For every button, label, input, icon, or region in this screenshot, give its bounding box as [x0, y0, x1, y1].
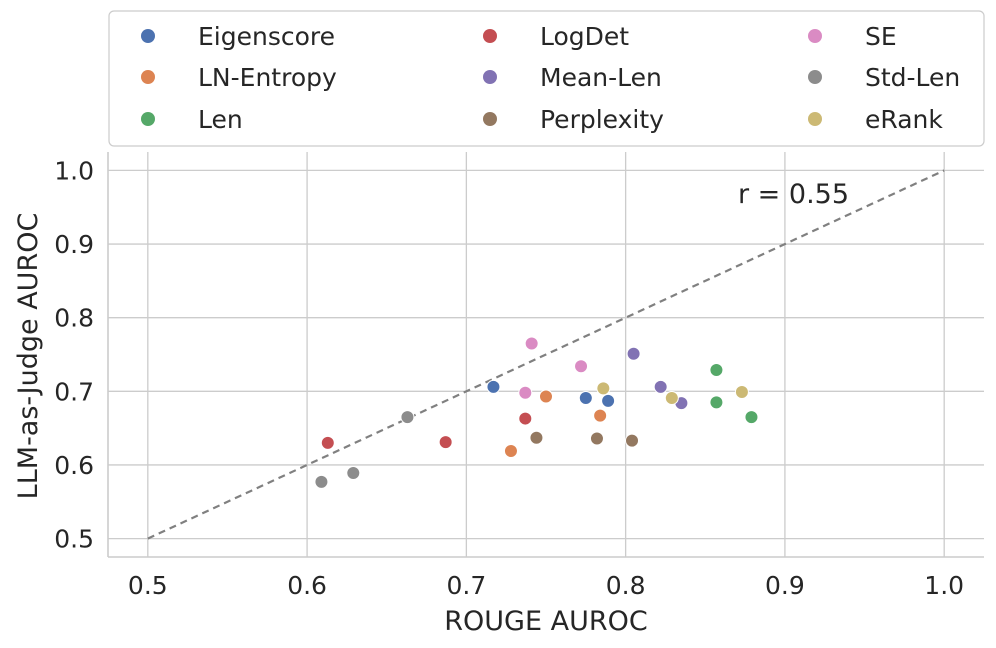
point-ln-entropy [539, 389, 553, 404]
legend-label-se: SE [865, 22, 897, 51]
point-perplexity [625, 433, 640, 448]
legend-frame [108, 10, 985, 147]
x-tick-label: 0.6 [287, 571, 327, 600]
point-eigenscore [578, 390, 593, 405]
y-tick-label: 1.0 [54, 156, 94, 185]
x-tick-label: 0.7 [446, 571, 486, 600]
legend-marker-perplexity [483, 112, 497, 126]
y-tick-label: 0.8 [54, 304, 94, 333]
axes [107, 152, 984, 558]
legend-marker-logdet [483, 29, 497, 43]
y-tick-label: 0.7 [54, 377, 94, 406]
point-std-len [346, 466, 361, 481]
point-perplexity [589, 431, 604, 446]
point-ln-entropy [593, 408, 608, 423]
point-len [709, 395, 724, 410]
point-logdet [438, 435, 453, 450]
legend-label-erank: eRank [865, 105, 943, 134]
x-axis-title: ROUGE AUROC [444, 606, 647, 637]
legend-marker-mean-len [483, 70, 497, 84]
point-mean-len [653, 379, 668, 394]
point-logdet [518, 411, 533, 426]
legend-label-perplexity: Perplexity [540, 105, 664, 134]
point-erank [596, 381, 611, 396]
point-mean-len [626, 346, 641, 361]
point-len [709, 362, 724, 377]
legend-marker-std-len [808, 70, 822, 84]
reference-line [147, 169, 945, 540]
x-tick-label: 1.0 [924, 571, 964, 600]
correlation-annotation: r = 0.55 [738, 179, 849, 210]
x-tick-label: 0.5 [128, 571, 168, 600]
identity-dashed-line [147, 169, 945, 540]
tick-labels: 0.5 0.6 0.7 0.8 0.9 1.0 0.5 0.6 0.7 0.8 0.9 1.0 [54, 156, 964, 600]
legend-label-std-len: Std-Len [865, 63, 960, 92]
legend-label-logdet: LogDet [540, 22, 629, 51]
legend-marker-erank [808, 112, 822, 126]
point-std-len [400, 410, 415, 425]
point-logdet [320, 435, 335, 450]
legend: Eigenscore LN-Entropy Len LogDet Mean-Len Per… [108, 10, 985, 147]
legend-label-eigenscore: Eigenscore [198, 22, 335, 51]
legend-marker-eigenscore [141, 29, 155, 43]
y-tick-label: 0.6 [54, 451, 94, 480]
point-se [524, 336, 539, 351]
legend-label-len: Len [198, 105, 243, 134]
point-erank [734, 385, 749, 400]
point-se [574, 359, 589, 374]
point-std-len [314, 474, 329, 489]
y-tick-label: 0.9 [54, 230, 94, 259]
point-erank [664, 390, 679, 405]
legend-marker-se [808, 29, 822, 43]
data-points [314, 336, 759, 489]
point-eigenscore [486, 379, 501, 394]
legend-label-mean-len: Mean-Len [540, 63, 662, 92]
point-perplexity [529, 430, 544, 445]
legend-label-ln-entropy: LN-Entropy [198, 63, 337, 92]
point-eigenscore [601, 393, 616, 408]
x-tick-label: 0.8 [606, 571, 646, 600]
y-axis-title: LLM-as-Judge AUROC [13, 213, 44, 500]
point-se [518, 385, 533, 400]
legend-marker-len [141, 112, 155, 126]
legend-marker-ln-entropy [141, 70, 155, 84]
point-len [744, 410, 759, 425]
point-ln-entropy [503, 443, 518, 458]
x-tick-label: 0.9 [765, 571, 805, 600]
y-tick-label: 0.5 [54, 525, 94, 554]
